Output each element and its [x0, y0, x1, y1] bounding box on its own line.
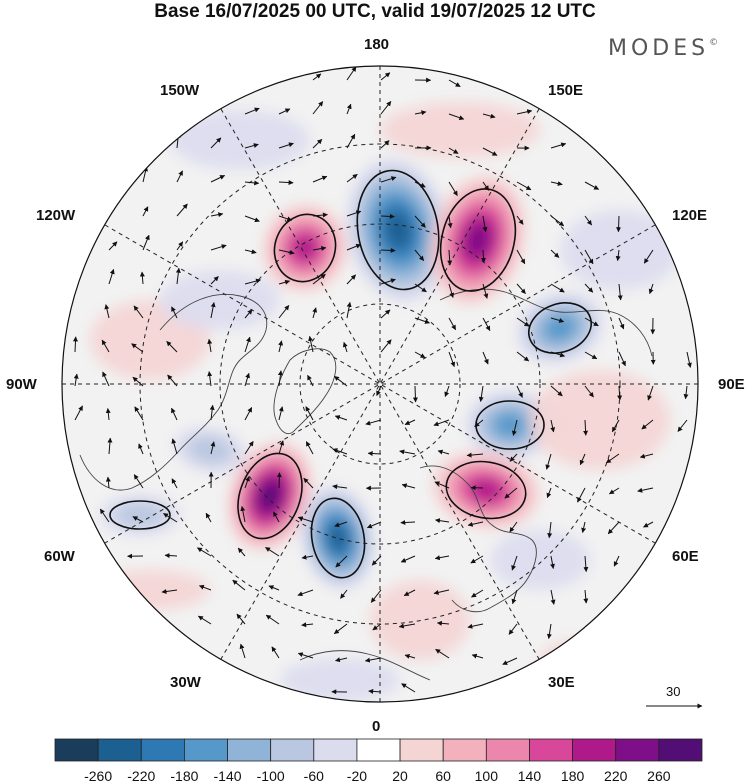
colorbar-swatch: [529, 739, 572, 761]
colorbar-swatch: [659, 739, 702, 761]
colorbar-level-label: -60: [304, 768, 324, 784]
wind-vector: [381, 250, 395, 251]
reference-vector-label: 30: [666, 684, 680, 699]
colorbar-swatch: [55, 739, 98, 761]
colorbar-swatch: [98, 739, 141, 761]
colorbar-swatch: [616, 739, 659, 761]
lon-label-60E: 60E: [672, 548, 699, 566]
wind-vector: [165, 555, 177, 556]
weak-anomaly-region: [280, 658, 400, 702]
colorbar-level-label: 220: [604, 768, 627, 784]
wind-vector: [401, 522, 415, 523]
wind-vector: [279, 473, 280, 488]
weak-anomaly-region: [490, 530, 590, 590]
colorbar-level-label: 20: [392, 768, 408, 784]
colorbar-swatch: [357, 739, 400, 761]
colorbar-level-label: 180: [561, 768, 584, 784]
colorbar-level-label: 100: [475, 768, 498, 784]
colorbar-swatch: [314, 739, 357, 761]
lon-label-150W: 150W: [160, 82, 199, 100]
colorbar-level-label: -180: [170, 768, 198, 784]
weak-anomaly-region: [370, 580, 470, 660]
wind-vector: [381, 216, 394, 217]
lon-label-90W: 90W: [6, 376, 37, 394]
colorbar-level-label: 60: [435, 768, 451, 784]
colorbar-level-label: 260: [647, 768, 670, 784]
lon-label-60W: 60W: [44, 548, 75, 566]
anomaly-contour-negative: [115, 503, 164, 528]
colorbar-level-label: -220: [127, 768, 155, 784]
colorbar-swatch: [443, 739, 486, 761]
lon-label-120W: 120W: [36, 207, 75, 225]
lon-label-30W: 30W: [170, 674, 201, 692]
colorbar-swatch: [573, 739, 616, 761]
anomaly-contour-negative: [495, 413, 526, 437]
lon-label-30E: 30E: [548, 674, 575, 692]
lon-label-180: 180: [364, 36, 389, 54]
colorbar-swatch: [141, 739, 184, 761]
colorbar-swatch: [228, 739, 271, 761]
colorbar-swatch: [400, 739, 443, 761]
wind-vector: [618, 216, 619, 232]
colorbar-level-label: -100: [257, 768, 285, 784]
lon-label-0: 0: [372, 718, 380, 736]
wind-vector: [415, 386, 416, 402]
wind-vector: [75, 337, 76, 352]
colorbar-swatch: [271, 739, 314, 761]
lon-label-90E: 90E: [718, 376, 745, 394]
wind-vector: [368, 453, 381, 454]
colorbar: [55, 739, 702, 761]
lon-label-120E: 120E: [672, 207, 707, 225]
colorbar-level-label: -20: [347, 768, 367, 784]
lon-label-150E: 150E: [548, 82, 583, 100]
colorbar-swatch: [486, 739, 529, 761]
colorbar-level-label: 140: [518, 768, 541, 784]
colorbar-swatch: [184, 739, 227, 761]
colorbar-level-label: -140: [214, 768, 242, 784]
colorbar-level-label: -260: [84, 768, 112, 784]
weak-anomaly-region: [170, 110, 310, 170]
weak-anomaly-region: [380, 102, 540, 158]
weak-anomaly-region: [560, 210, 680, 290]
